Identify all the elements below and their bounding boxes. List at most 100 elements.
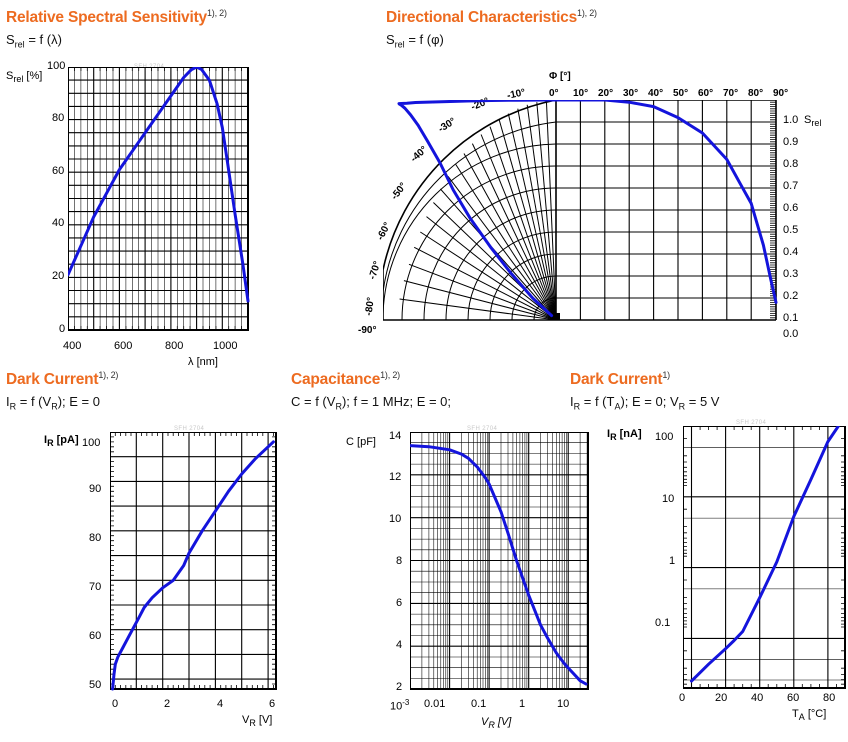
spectral-ytick-20: 20 bbox=[52, 270, 65, 282]
cap-sub-rest: C = f (V bbox=[291, 394, 336, 410]
dcv-x-axis-label: VR [V] bbox=[242, 714, 272, 728]
dct-y-label-unit: [nA] bbox=[619, 428, 642, 440]
spectral-y-axis-label: Srel [%] bbox=[6, 70, 42, 84]
directional-angle-50: 50° bbox=[673, 88, 689, 99]
panel-dark-current-voltage: Dark Current1), 2) IR = f (VR); E = 0 IR… bbox=[6, 370, 296, 742]
dct-ytick-0-1: 0.1 bbox=[655, 617, 671, 629]
dcv-xtick-0: 0 bbox=[112, 698, 119, 710]
panel-title-dark-current-t-text: Dark Current bbox=[570, 371, 663, 389]
cap-xtick-0-1: 0.1 bbox=[471, 698, 487, 710]
dark-current-temperature-plot bbox=[683, 426, 846, 689]
panel-title-directional-text: Directional Characteristics bbox=[386, 9, 578, 27]
panel-subtitle-dark-current-v: IR = f (VR); E = 0 bbox=[6, 394, 296, 412]
panel-title-spectral-sup: 1), 2) bbox=[206, 8, 227, 18]
spectral-ytick-100: 100 bbox=[47, 60, 66, 72]
panel-directional-characteristics: Directional Characteristics1), 2) Srel =… bbox=[358, 8, 848, 353]
cap-xtick-1e-3-base: 10 bbox=[390, 700, 403, 713]
dct-ytick-10: 10 bbox=[662, 493, 675, 505]
cap-xtick-10: 10 bbox=[557, 698, 570, 710]
spectral-x-label-main: λ bbox=[188, 356, 194, 368]
cap-xtick-1e-3-exp: -3 bbox=[402, 698, 410, 707]
dark-current-voltage-plot bbox=[110, 432, 277, 691]
panel-subtitle-dark-current-t: IR = f (TA); E = 0; VR = 5 V bbox=[570, 394, 848, 412]
dcv-sub-sub2: R bbox=[51, 401, 58, 412]
panel-dark-current-temperature: Dark Current1) IR = f (TA); E = 0; VR = … bbox=[570, 370, 848, 742]
dcv-ytick-70: 70 bbox=[89, 581, 102, 593]
dcv-x-label-unit: [V] bbox=[258, 714, 273, 726]
directional-sub-main: S bbox=[386, 32, 395, 48]
panel-title-capacitance-sup: 1), 2) bbox=[380, 370, 400, 380]
dct-xtick-40: 40 bbox=[751, 692, 764, 704]
cap-ytick-6: 6 bbox=[396, 597, 403, 609]
spectral-y-label-main: S bbox=[6, 70, 14, 82]
dct-sub-sub: R bbox=[573, 401, 581, 412]
panel-title-dark-current-v: Dark Current1), 2) bbox=[6, 370, 296, 389]
spectral-y-label-sub: rel bbox=[13, 74, 24, 85]
dct-y-axis-label: IR [nA] bbox=[607, 428, 642, 442]
dct-sub-rest: = f (T bbox=[583, 394, 615, 410]
directional-srel-main: S bbox=[804, 114, 812, 126]
dct-sub-main: I bbox=[570, 394, 574, 410]
spectral-x-label-unit: [nm] bbox=[196, 356, 218, 368]
directional-angle-20: 20° bbox=[598, 88, 614, 99]
directional-angle-90: 90° bbox=[773, 88, 789, 99]
dcv-ytick-60: 60 bbox=[89, 630, 102, 642]
directional-phi-main: Φ bbox=[549, 71, 558, 82]
cap-x-axis-label: VR [V] bbox=[481, 716, 511, 730]
cap-y-label-unit: [pF] bbox=[357, 436, 376, 448]
panel-title-dark-current-v-text: Dark Current bbox=[6, 371, 99, 389]
directional-srel-0-3: 0.3 bbox=[783, 268, 799, 280]
dcv-x-label-main: V bbox=[242, 714, 250, 726]
spectral-ytick-80: 80 bbox=[52, 112, 65, 124]
cap-sub-sub: R bbox=[335, 401, 342, 412]
directional-angle-neg90: -90° bbox=[358, 325, 377, 336]
directional-srel-0-9: 0.9 bbox=[783, 136, 799, 148]
dct-x-axis-label: TA [°C] bbox=[792, 708, 826, 722]
dcv-y-axis-label: IR [pA] bbox=[44, 434, 79, 448]
cap-y-label-main: C bbox=[346, 436, 354, 448]
cap-x-label-main: V bbox=[481, 716, 489, 728]
panel-capacitance: Capacitance1), 2) C = f (VR); f = 1 MHz;… bbox=[291, 370, 589, 742]
directional-srel-0-8: 0.8 bbox=[783, 158, 799, 170]
dcv-x-label-sub: R bbox=[249, 718, 256, 729]
directional-phi-label: Φ [°] bbox=[549, 71, 571, 82]
dct-x-label-unit: [°C] bbox=[807, 708, 827, 720]
spectral-sub-rest: = f (λ) bbox=[28, 32, 62, 48]
dcv-sub-rest2: ); E = 0 bbox=[57, 394, 100, 410]
cap-xtick-1: 1 bbox=[519, 698, 526, 710]
cap-ytick-10: 10 bbox=[389, 513, 402, 525]
spectral-ytick-0: 0 bbox=[59, 323, 66, 335]
directional-angle-70: 70° bbox=[723, 88, 739, 99]
cap-sub-rest2: ); f = 1 MHz; E = 0; bbox=[341, 394, 452, 410]
panel-subtitle-directional: Srel = f (φ) bbox=[386, 32, 848, 50]
capacitance-plot bbox=[410, 432, 589, 690]
dcv-y-label-main: I bbox=[44, 434, 48, 446]
panel-title-dark-current-t-sup: 1) bbox=[662, 370, 670, 380]
dct-xtick-20: 20 bbox=[715, 692, 728, 704]
panel-title-spectral-text: Relative Spectral Sensitivity bbox=[6, 9, 207, 27]
dcv-sub-main: I bbox=[6, 394, 10, 410]
directional-sub-sub: rel bbox=[394, 39, 405, 50]
spectral-xtick-800: 800 bbox=[165, 340, 184, 352]
cap-ytick-12: 12 bbox=[389, 471, 402, 483]
dct-x-label-sub: A bbox=[798, 712, 805, 723]
dct-x-label-main: T bbox=[792, 708, 799, 720]
dcv-sub-sub: R bbox=[9, 401, 17, 412]
spectral-xtick-1000: 1000 bbox=[213, 340, 238, 352]
cap-ytick-4: 4 bbox=[396, 639, 403, 651]
panel-title-capacitance: Capacitance1), 2) bbox=[291, 370, 581, 389]
directional-srel-sub: rel bbox=[811, 118, 822, 129]
dct-ytick-1: 1 bbox=[669, 555, 676, 567]
directional-angle-30: 30° bbox=[623, 88, 639, 99]
dct-y-label-main: I bbox=[607, 428, 611, 440]
dct-sub-rest3: = 5 V bbox=[688, 394, 720, 410]
panel-title-directional: Directional Characteristics1), 2) bbox=[386, 8, 848, 27]
spectral-ytick-60: 60 bbox=[52, 165, 65, 177]
directional-srel-1-0: 1.0 bbox=[783, 114, 799, 126]
directional-plot bbox=[383, 100, 778, 321]
spectral-ytick-40: 40 bbox=[52, 217, 65, 229]
spectral-xtick-400: 400 bbox=[63, 340, 82, 352]
cap-x-label-sub: R bbox=[488, 720, 495, 731]
directional-srel-0-0: 0.0 bbox=[783, 328, 799, 340]
cap-ytick-2: 2 bbox=[396, 681, 403, 693]
